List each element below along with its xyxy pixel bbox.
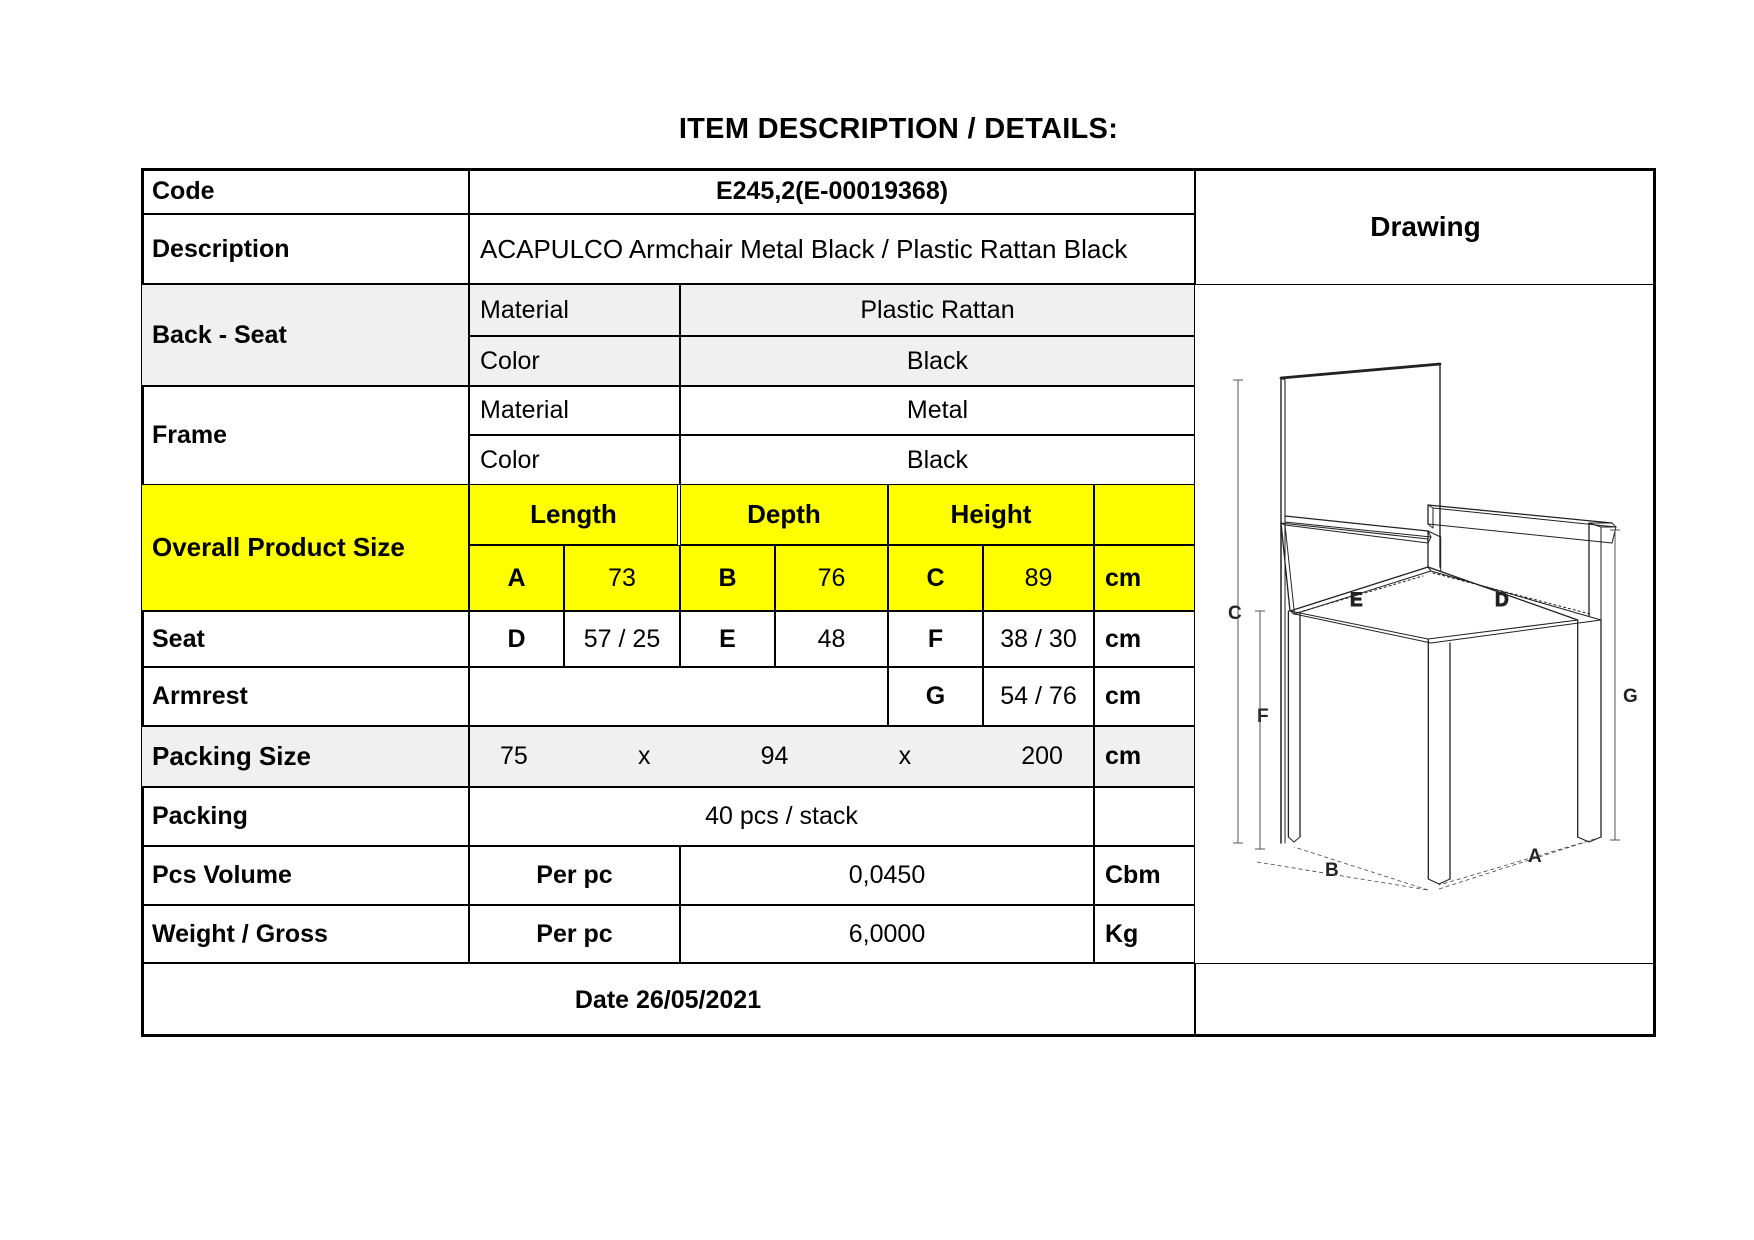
svg-text:F: F xyxy=(1257,706,1269,727)
svg-text:C: C xyxy=(1228,603,1242,624)
svg-text:G: G xyxy=(1623,686,1638,707)
svg-text:D: D xyxy=(1495,590,1509,611)
svg-text:B: B xyxy=(1325,860,1339,881)
svg-text:E: E xyxy=(1350,590,1363,611)
